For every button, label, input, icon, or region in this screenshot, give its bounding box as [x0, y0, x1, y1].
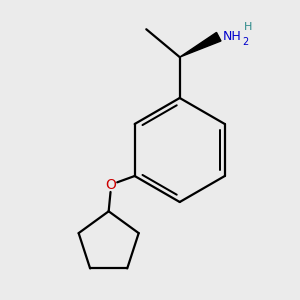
Text: 2: 2	[242, 37, 248, 46]
Polygon shape	[180, 32, 221, 57]
Text: NH: NH	[223, 30, 242, 43]
Text: H: H	[244, 22, 252, 32]
Text: O: O	[105, 178, 116, 192]
